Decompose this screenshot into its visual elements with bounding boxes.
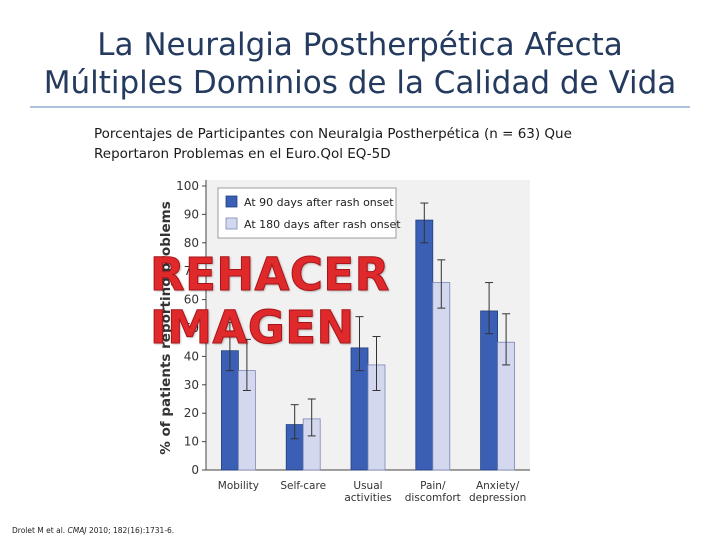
- bar-chart: 0 10 20 30 40 50 60 70 80 90 100% of patients repo…: [154, 174, 534, 506]
- y-tick-label: 60: [184, 293, 199, 307]
- y-tick-label: 100: [176, 179, 199, 193]
- legend-swatch: [225, 195, 238, 208]
- x-category-label: activities: [344, 492, 391, 504]
- citation-journal: CMAJ: [67, 526, 87, 535]
- y-tick-label: 70: [184, 264, 199, 278]
- legend-swatch: [225, 217, 238, 230]
- slide-title: La Neuralgia Postherpética Afecta Múltip…: [0, 26, 720, 102]
- legend-label: At 180 days after rash onset: [244, 218, 401, 231]
- y-tick-label: 10: [184, 435, 199, 449]
- subtitle-line-1: Porcentajes de Participantes con Neuralg…: [94, 126, 572, 142]
- slide-title-line-2: Múltiples Dominios de la Calidad de Vida: [43, 65, 677, 101]
- y-tick-label: 20: [184, 406, 199, 420]
- title-divider: [30, 106, 690, 108]
- y-tick-label: 30: [184, 378, 199, 392]
- y-tick-label: 0: [191, 463, 199, 477]
- x-category-label: Anxiety/: [476, 480, 520, 492]
- slide-subtitle: Porcentajes de Participantes con Neuralg…: [94, 124, 654, 164]
- y-tick-label: 90: [184, 207, 199, 221]
- slide-title-line-1: La Neuralgia Postherpética Afecta: [97, 27, 623, 63]
- x-category-label: depression: [469, 492, 526, 504]
- bar-chart-svg: 0 10 20 30 40 50 60 70 80 90 100% of patients repo…: [158, 179, 530, 504]
- legend-label: At 90 days after rash onset: [244, 196, 394, 209]
- x-category-label: Mobility: [218, 480, 259, 492]
- citation: Drolet M et al. CMAJ 2010; 182(16):1731-…: [12, 526, 174, 535]
- citation-details: 2010; 182(16):1731-6.: [86, 526, 175, 535]
- y-tick-label: 50: [184, 321, 199, 335]
- x-category-label: Pain/: [420, 480, 446, 492]
- x-category-label: discomfort: [405, 492, 461, 504]
- x-category-label: Usual: [353, 480, 382, 492]
- y-tick-label: 40: [184, 349, 199, 363]
- subtitle-line-2: Reportaron Problemas en el Euro.Qol EQ-5…: [94, 146, 391, 162]
- y-tick-label: 80: [184, 236, 199, 250]
- redo-image-stamp: REHACER IMAGEN: [150, 248, 390, 355]
- legend-box: [217, 187, 397, 239]
- y-axis-label: % of patients reporting problems: [158, 201, 174, 455]
- citation-authors: Drolet M et al.: [12, 526, 68, 535]
- x-category-label: Self-care: [280, 480, 326, 492]
